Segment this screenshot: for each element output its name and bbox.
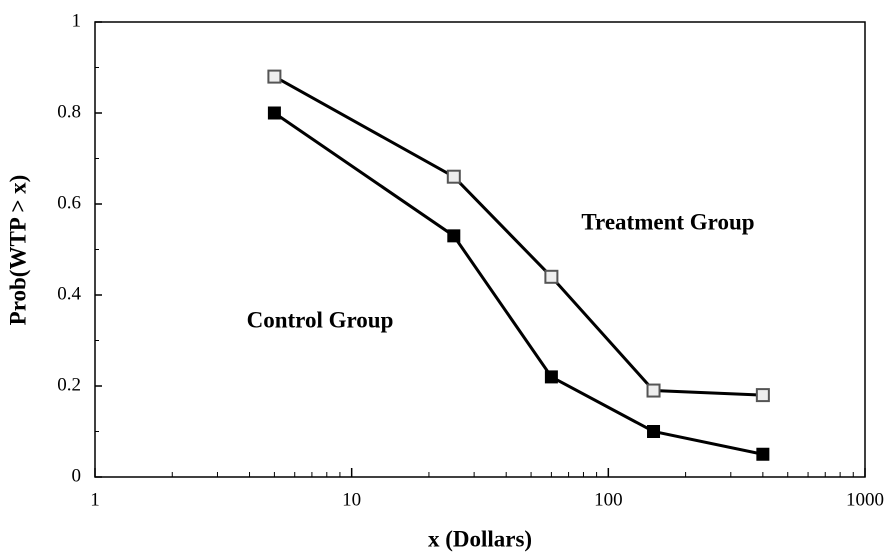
x-tick-label: 1: [90, 489, 100, 510]
series-line: [273, 75, 763, 397]
marker: [647, 425, 661, 438]
marker: [446, 169, 461, 184]
marker: [267, 106, 281, 120]
x-axis-label: x (Dollars): [428, 526, 532, 551]
marker: [755, 388, 770, 403]
y-tick-label: 0.4: [57, 283, 81, 304]
series-label: Treatment Group: [581, 209, 754, 234]
series-label: Control Group: [247, 307, 394, 332]
y-tick-label: 1: [72, 10, 82, 31]
marker: [267, 69, 282, 84]
series-line: [273, 111, 764, 456]
x-tick-label: 100: [594, 489, 623, 510]
y-tick-label: 0.8: [57, 101, 81, 122]
marker: [544, 370, 558, 384]
marker: [756, 447, 770, 461]
x-tick-label: 1000: [846, 489, 884, 510]
plot-frame: [94, 21, 866, 478]
y-axis-label: Prob(WTP > x): [5, 175, 30, 326]
x-tick-label: 10: [342, 489, 361, 510]
marker: [544, 269, 559, 284]
y-tick-label: 0: [72, 465, 82, 486]
y-tick-label: 0.2: [57, 374, 81, 395]
marker: [447, 229, 461, 243]
marker: [646, 383, 661, 398]
y-tick-label: 0.6: [57, 192, 81, 213]
